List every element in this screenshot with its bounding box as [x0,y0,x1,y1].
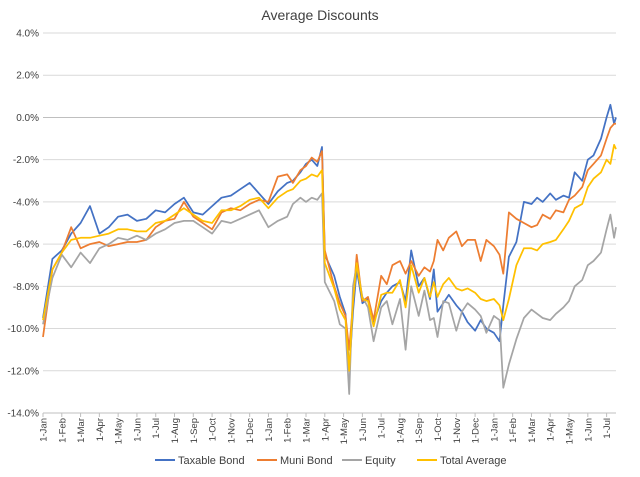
x-tick-label: 1-Dec [245,418,256,444]
legend-label: Taxable Bond [178,455,245,467]
x-tick-label: 1-Feb [57,418,68,443]
x-tick-label: 1-Jun [358,418,369,442]
x-tick-label: 1-Nov [452,418,463,444]
x-tick-label: 1-Jan [264,418,275,442]
x-tick-label: 1-Jul [377,418,388,439]
x-tick-label: 1-Apr [95,418,106,441]
legend-label: Equity [365,455,396,467]
chart-title: Average Discounts [261,7,378,23]
y-tick-label: 0.0% [16,113,39,124]
x-tick-label: 1-Sep [189,418,200,443]
x-axis: 1-Jan 1-Feb 1-Mar 1-Apr 1-May 1-Jun 1-Jul 1-Aug… [39,412,616,445]
x-tick-label: 1-Dec [471,418,482,444]
y-tick-label: -10.0% [7,324,39,335]
legend-label: Muni Bond [280,455,333,467]
series-line-muni-bond [42,122,616,351]
x-tick-label: 1-Jul [602,418,613,439]
y-tick-label: -8.0% [13,282,39,293]
x-tick-label: 1-Feb [283,418,294,443]
x-tick-label: 1-Oct [433,418,444,442]
x-tick-label: 1-Sep [414,418,425,443]
x-tick-label: 1-Jul [151,418,162,439]
y-axis: 4.0% 2.0% 0.0% -2.0% -4.0% -6.0% -8.0% -10.0% -1… [7,29,39,420]
series-line-total-average [42,144,617,372]
x-tick-label: 1-Jan [39,418,50,442]
x-tick-label: 1-May [565,418,576,445]
x-tick-label: 1-Jun [132,418,143,442]
y-tick-label: -2.0% [13,155,39,166]
x-tick-label: 1-Mar [76,418,87,443]
x-tick-label: 1-Oct [208,418,219,442]
legend: Taxable Bond Muni Bond Equity Total Average [155,455,506,467]
y-tick-label: -14.0% [7,409,39,420]
x-tick-label: 1-Jun [583,418,594,442]
x-tick-label: 1-Aug [170,418,181,443]
x-tick-label: 1-May [114,418,125,445]
x-tick-label: 1-Apr [320,418,331,441]
grid-lines [43,32,616,414]
x-tick-label: 1-Apr [546,418,557,441]
y-tick-label: -12.0% [7,366,39,377]
x-tick-label: 1-Nov [226,418,237,444]
x-tick-label: 1-May [339,418,350,445]
x-tick-label: 1-Mar [302,418,313,443]
legend-label: Total Average [440,455,506,467]
y-tick-label: 2.0% [16,71,39,82]
x-tick-label: 1-Feb [508,418,519,443]
series-lines [42,103,617,395]
series-line-equity [42,192,617,395]
series-line-taxable-bond [42,103,617,372]
y-tick-label: -4.0% [13,197,39,208]
x-tick-label: 1-Aug [395,418,406,443]
x-tick-label: 1-Mar [527,418,538,443]
y-tick-label: 4.0% [16,29,39,40]
x-tick-label: 1-Jan [489,418,500,442]
y-tick-label: -6.0% [13,240,39,251]
